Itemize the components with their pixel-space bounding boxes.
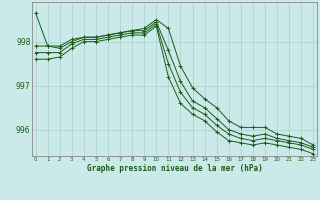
- X-axis label: Graphe pression niveau de la mer (hPa): Graphe pression niveau de la mer (hPa): [86, 164, 262, 173]
